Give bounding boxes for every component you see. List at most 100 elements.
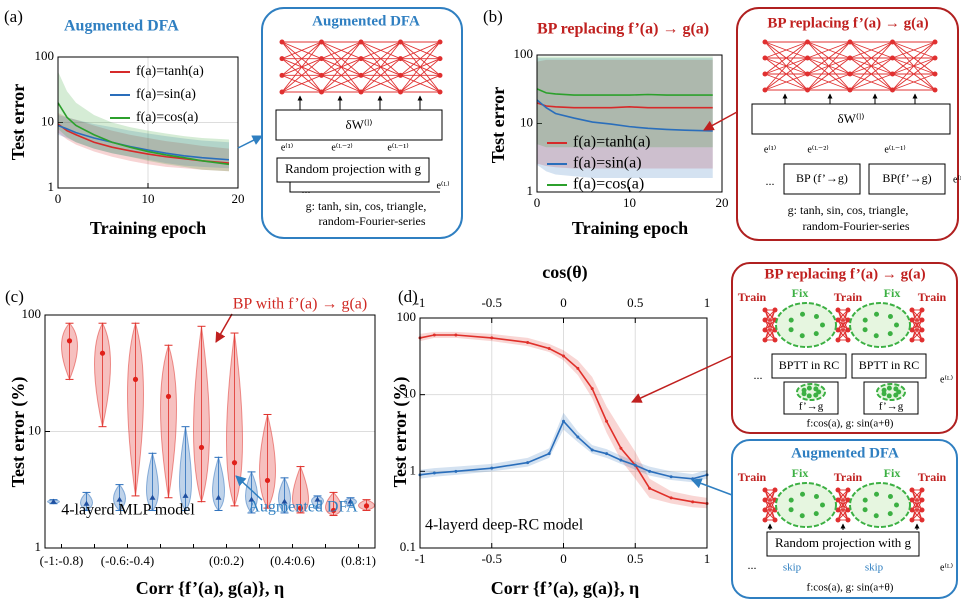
node — [319, 90, 324, 95]
node — [763, 488, 768, 493]
node — [359, 56, 364, 61]
ellipsis: ... — [766, 174, 775, 188]
reservoir-node — [800, 492, 805, 497]
node — [773, 488, 778, 493]
node — [836, 488, 841, 493]
node — [920, 518, 925, 523]
module-label: BPTT in RC — [779, 358, 839, 372]
point — [619, 459, 622, 462]
ellipsis: ... — [302, 182, 311, 196]
node — [920, 308, 925, 313]
node — [763, 308, 768, 313]
reservoir-node — [807, 393, 812, 398]
module-label: BPTT in RC — [859, 358, 919, 372]
y-tick-label: 1 — [48, 179, 55, 194]
x-tick-label: 0 — [560, 551, 567, 566]
node — [920, 338, 925, 343]
reservoir-node — [789, 327, 794, 332]
point — [433, 472, 436, 475]
x-axis-label: Training epoch — [90, 218, 206, 238]
point — [490, 467, 493, 470]
point — [670, 496, 673, 499]
node — [280, 56, 285, 61]
update-label: δW⁽ˡ⁾ — [838, 111, 865, 126]
point — [548, 347, 551, 350]
x-tick-label: 1 — [704, 551, 711, 566]
reservoir-node — [820, 323, 825, 328]
diagram-title: BP replacing f’(a) → g(a) — [764, 266, 925, 282]
annotation: BP with f’(a) → g(a) — [233, 296, 367, 313]
point — [576, 367, 579, 370]
error-label: e⁽ᴸ⁾ — [940, 374, 953, 385]
node — [846, 518, 851, 523]
diagram-title: Augmented DFA — [791, 445, 899, 461]
node — [763, 508, 768, 513]
error-label: e⁽ᴸ⁾ — [940, 562, 953, 573]
reservoir-node — [813, 393, 818, 398]
ellipsis: ... — [754, 368, 763, 382]
node — [438, 90, 443, 95]
node — [763, 56, 768, 61]
reservoir — [850, 483, 910, 527]
node — [890, 40, 895, 45]
reservoir-node — [888, 511, 893, 516]
reservoir-node — [887, 386, 892, 391]
node — [763, 498, 768, 503]
node — [805, 88, 810, 93]
y-tick-label: 1 — [410, 462, 417, 477]
point — [605, 452, 608, 455]
node — [438, 56, 443, 61]
module-label: BP (f’→g) — [796, 171, 848, 185]
caption: f:cos(a), g: sin(a+θ) — [807, 582, 894, 594]
node — [398, 73, 403, 78]
node — [848, 56, 853, 61]
node — [359, 40, 364, 45]
node — [773, 308, 778, 313]
node — [763, 518, 768, 523]
role-label: Fix — [792, 466, 809, 480]
x-tick-label: (-0.6:-0.4) — [101, 553, 154, 568]
legend-label: f(a)=cos(a) — [573, 176, 644, 193]
x-tick-label: (0:0.2) — [209, 553, 244, 568]
median-marker — [67, 338, 72, 343]
x-tick-label: 10 — [623, 195, 636, 210]
median-marker — [265, 478, 270, 483]
reservoir-node — [814, 511, 819, 516]
reservoir-node — [863, 498, 868, 503]
role-label: Fix — [792, 286, 809, 300]
caption: g: tanh, sin, cos, triangle, — [788, 203, 909, 217]
y-axis-label: Test error — [8, 84, 28, 160]
point — [433, 334, 436, 337]
node — [319, 56, 324, 61]
node — [846, 308, 851, 313]
point — [490, 336, 493, 339]
reservoir-node — [800, 312, 805, 317]
y-tick-label: 1 — [35, 539, 42, 554]
reservoir-node — [789, 318, 794, 323]
role-label: Train — [918, 290, 947, 304]
module-label: Random projection with g — [775, 535, 912, 550]
point — [548, 452, 551, 455]
median-marker — [133, 377, 138, 382]
node — [319, 40, 324, 45]
legend-label: f(a)=tanh(a) — [573, 134, 650, 151]
diagram-frame — [732, 263, 957, 433]
node — [280, 40, 285, 45]
reservoir-node — [888, 331, 893, 336]
error-label: e⁽ᴸ⁻¹⁾ — [387, 142, 408, 153]
caption: f:cos(a), g: sin(a+θ) — [807, 418, 894, 430]
node — [805, 56, 810, 61]
node — [805, 40, 810, 45]
annotation: 4-layerd deep-RC model — [425, 517, 584, 534]
median-marker — [232, 460, 237, 465]
point — [454, 470, 457, 473]
error-label: e⁽ᴸ⁻¹⁾ — [884, 144, 905, 155]
reservoir-node — [814, 494, 819, 499]
node — [890, 72, 895, 77]
caption: random-Fourier-series — [318, 214, 425, 228]
x-tick-label: 20 — [716, 195, 729, 210]
node — [836, 308, 841, 313]
node — [438, 40, 443, 45]
arrow — [238, 136, 262, 148]
node — [280, 90, 285, 95]
